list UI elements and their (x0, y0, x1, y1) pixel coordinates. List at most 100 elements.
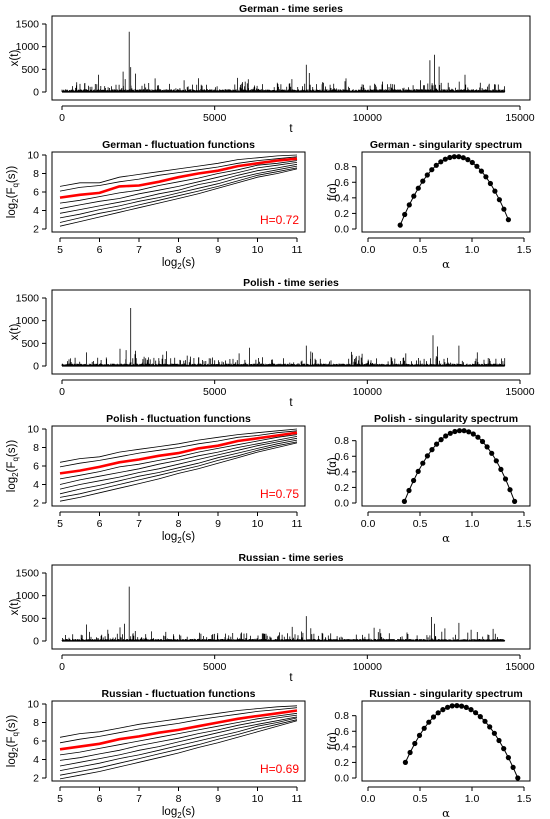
time-series-x-tick-label: 15000 (505, 661, 534, 673)
spectrum-x-label: α (442, 531, 450, 545)
fluctuation-series-line (59, 712, 298, 756)
time-series-x-tick-label: 0 (59, 112, 65, 124)
spectrum-y-tick-label: 0.8 (334, 435, 349, 447)
spectrum-point (501, 206, 507, 212)
spectrum-y-tick-label: 0.2 (334, 757, 349, 769)
spectrum-point (505, 755, 511, 761)
fluctuation-series-line (59, 162, 298, 210)
time-series-x-tick-label: 0 (59, 661, 65, 673)
spectrum-x-tick-label: 1.5 (517, 518, 532, 530)
fluctuation-series-line (59, 430, 298, 468)
panel-row-2: Russian - time series 0 5000 10000 15000 0 500… (6, 552, 535, 819)
fluctuation-y-tick-label: 6 (33, 461, 39, 473)
spectrum-point (498, 466, 504, 472)
time-series-y-tick-label: 1500 (16, 293, 40, 305)
spectrum-point (510, 764, 516, 770)
spectrum-point (445, 704, 451, 710)
fluctuation-x-tick-label: 5 (57, 518, 63, 530)
spectrum-x-tick-label: 1.5 (517, 793, 532, 805)
spectrum-point (420, 460, 426, 466)
fluctuation-series-line (59, 160, 298, 204)
fluctuation-x-tick-label: 8 (176, 793, 182, 805)
fluctuation-y-tick-label: 10 (27, 424, 39, 436)
spectrum-point (429, 447, 435, 453)
spectrum-point (489, 450, 495, 456)
spectrum-point (402, 211, 408, 218)
fluctuation-y-tick-label: 10 (27, 150, 39, 162)
spectrum-point (463, 704, 469, 710)
time-series-x-label: t (289, 672, 293, 684)
spectrum-y-tick-label: 0.6 (334, 451, 349, 463)
hurst-label: H=0.75 (260, 487, 299, 501)
spectrum-y-label: f(α) (327, 457, 339, 475)
time-series-title: German - time series (239, 3, 343, 15)
spectrum-point (459, 703, 465, 709)
spectrum-point (477, 714, 483, 720)
spectrum-y-tick-label: 0.6 (334, 177, 349, 189)
fluctuation-series-line (59, 168, 298, 227)
time-series-x-tick-label: 10000 (353, 112, 382, 124)
spectrum-curve (399, 156, 509, 226)
spectrum-point (449, 703, 455, 709)
spectrum-point (493, 458, 499, 464)
time-series-y-label: x(t) (9, 599, 21, 616)
fluctuation-y-tick-label: 8 (33, 717, 39, 729)
spectrum-point (478, 168, 484, 174)
spectrum-point (501, 746, 507, 752)
spectrum-point (505, 217, 511, 223)
spectrum-y-tick-label: 0.0 (334, 224, 349, 236)
spectrum-point (406, 487, 412, 494)
spectrum-point (470, 431, 476, 437)
spectrum-point (468, 707, 474, 713)
spectrum-point (502, 476, 509, 482)
fluctuation-series-line (59, 154, 298, 187)
time-series-y-tick-label: 0 (33, 636, 39, 648)
time-series-x-tick-label: 10000 (353, 386, 382, 398)
spectrum-x-tick-label: 1.0 (465, 518, 480, 530)
fluctuation-x-tick-label: 6 (97, 518, 103, 530)
spectrum-point (411, 477, 417, 484)
spectrum-x-tick-label: 0.5 (413, 793, 428, 805)
spectrum-y-tick-label: 0.6 (334, 726, 349, 738)
fluctuation-series-line (59, 428, 298, 463)
spectrum-y-label: f(α) (327, 183, 339, 201)
spectrum-point (466, 429, 472, 435)
spectrum-y-tick-label: 0.4 (334, 741, 349, 753)
spectrum-point (402, 759, 408, 765)
spectrum-point (456, 428, 463, 434)
fluctuation-series-highlight (59, 431, 298, 475)
spectrum-point (469, 159, 475, 166)
fluctuation-x-tick-label: 11 (292, 244, 303, 256)
spectrum-point (491, 730, 497, 736)
spectrum-curve (403, 430, 516, 502)
time-series-title: Russian - time series (238, 552, 343, 564)
spectrum-point (496, 197, 502, 203)
fluctuation-y-tick-label: 8 (33, 442, 39, 454)
spectrum-point (515, 775, 521, 781)
spectrum-point (447, 154, 453, 161)
fluctuation-x-tick-label: 6 (97, 793, 103, 805)
spectrum-x-tick-label: 0.5 (413, 518, 428, 530)
spectrum-y-tick-label: 0.8 (334, 710, 349, 722)
fluctuation-title: German - fluctuation functions (102, 139, 255, 151)
time-series-x-tick-label: 15000 (505, 112, 534, 124)
spectrum-point (443, 433, 449, 439)
fluctuation-x-tick-label: 9 (215, 793, 221, 805)
time-series-y-tick-label: 1000 (16, 590, 40, 602)
fluctuation-y-tick-label: 4 (33, 479, 39, 491)
spectrum-y-tick-label: 0.4 (334, 466, 349, 478)
spectrum-point (416, 732, 423, 738)
fluctuation-x-tick-label: 9 (215, 518, 221, 530)
spectrum-point (456, 154, 462, 160)
spectrum-point (482, 718, 488, 724)
spectrum-panel: Russian - singularity spectrum 0.0 0.5 1.0 1… (327, 688, 531, 819)
spectrum-x-tick-label: 0.0 (361, 793, 376, 805)
fluctuation-series-line (59, 714, 298, 761)
spectrum-point (438, 437, 444, 443)
fluctuation-series-line (59, 705, 298, 738)
fluctuation-x-tick-label: 6 (97, 244, 103, 256)
spectrum-point (451, 154, 457, 160)
fluctuation-x-tick-label: 11 (292, 518, 303, 530)
time-series-x-tick-label: 10000 (353, 661, 382, 673)
